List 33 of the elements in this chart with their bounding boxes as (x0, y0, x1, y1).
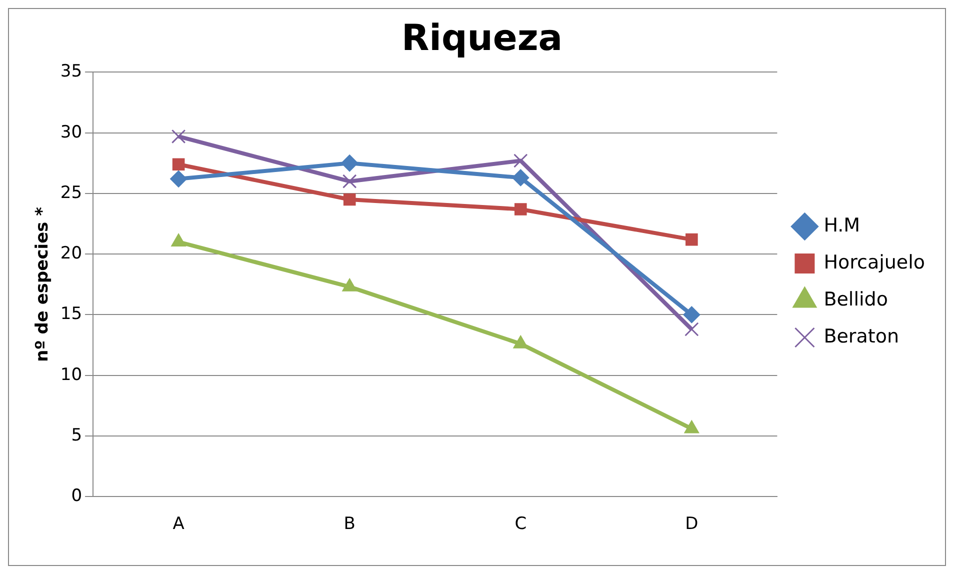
y-tick-label: 30 (60, 122, 82, 142)
point (514, 154, 528, 168)
legend-label: H.M (824, 214, 860, 236)
x-tick-label: B (344, 514, 356, 534)
legend-label: Horcajuelo (824, 251, 926, 274)
point (683, 306, 700, 324)
y-tick-label: 15 (60, 304, 82, 324)
point (686, 233, 698, 246)
y-tick-label: 25 (60, 182, 82, 203)
point (171, 129, 186, 144)
point (342, 278, 358, 292)
point (342, 174, 357, 188)
legend-label: Bellido (824, 288, 888, 310)
y-tick-label: 20 (60, 244, 82, 264)
y-axis-title: nº de especies * (32, 206, 53, 362)
point (172, 158, 185, 171)
y-tick-label: 35 (60, 62, 82, 82)
legend-label: Beraton (824, 325, 899, 348)
x-tick-label: C (514, 514, 527, 534)
y-tick-label: 5 (71, 425, 82, 446)
y-tick-label: 0 (71, 486, 82, 506)
x-tick-label: D (685, 514, 698, 534)
point (684, 420, 700, 434)
point (343, 193, 356, 206)
point (512, 169, 530, 186)
chart-title: Riqueza (401, 18, 563, 59)
point (341, 154, 358, 172)
point (514, 203, 527, 216)
y-tick-label: 10 (60, 364, 82, 385)
point (513, 335, 528, 348)
point (684, 322, 699, 336)
point (170, 170, 188, 188)
x-tick-label: A (172, 514, 185, 534)
